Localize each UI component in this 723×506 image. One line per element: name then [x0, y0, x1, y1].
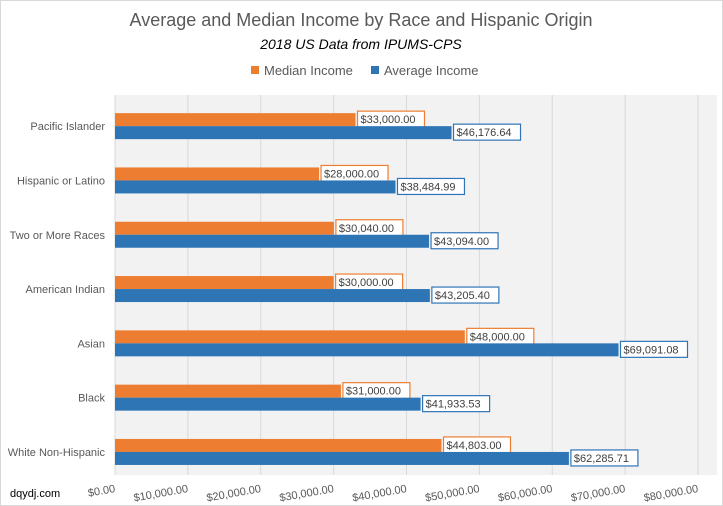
legend-label-median: Median Income: [264, 63, 353, 78]
data-label-box: [421, 395, 491, 413]
x-tick-label: $10,000.00: [133, 483, 189, 504]
category-label: White Non-Hispanic: [8, 447, 106, 459]
legend: Median Income Average Income: [251, 63, 478, 78]
x-tick-label: $30,000.00: [279, 483, 335, 504]
average-income-bar: [115, 343, 619, 357]
category-label: Asian: [77, 338, 105, 350]
data-label-box: [396, 177, 466, 196]
average-income-bar: [115, 451, 569, 465]
category-label: Black: [78, 393, 105, 405]
median-income-bar: [115, 221, 334, 235]
median-income-bar: [115, 438, 442, 452]
legend-swatch-median: [251, 66, 259, 74]
source-label: dqydj.com: [10, 488, 60, 500]
data-label: $44,803.00: [447, 440, 502, 452]
chart-title: Average and Median Income by Race and Hi…: [130, 10, 593, 30]
data-label-box: [430, 232, 499, 250]
data-label: $48,000.00: [470, 331, 525, 343]
x-tick-label: $40,000.00: [351, 483, 407, 504]
category-label: American Indian: [26, 284, 106, 296]
data-label-box: [570, 449, 639, 467]
data-label-box: [452, 123, 522, 141]
legend-label-average: Average Income: [384, 63, 478, 78]
legend-swatch-average: [371, 66, 379, 74]
data-label: $43,094.00: [434, 236, 489, 248]
data-label-box: [431, 286, 500, 304]
category-label: Pacific Islander: [30, 121, 105, 133]
data-label: $43,205.40: [435, 290, 490, 302]
category-label: Hispanic or Latino: [17, 175, 105, 187]
x-tick-label: $80,000.00: [643, 483, 699, 504]
median-income-bar: [115, 167, 320, 181]
data-label: $30,000.00: [339, 277, 394, 289]
average-income-bar: [115, 126, 452, 140]
average-income-bar: [115, 180, 396, 194]
x-tick-label: $70,000.00: [570, 483, 626, 504]
data-label: $33,000.00: [360, 114, 415, 126]
category-label: Two or More Races: [10, 230, 106, 242]
data-label: $38,484.99: [400, 181, 455, 193]
median-income-bar: [115, 384, 341, 398]
average-income-bar: [115, 289, 430, 303]
average-income-bar: [115, 234, 430, 248]
x-tick-label: $20,000.00: [206, 483, 262, 504]
data-label-box: [619, 340, 689, 358]
median-income-bar: [115, 113, 356, 127]
data-label: $30,040.00: [339, 223, 394, 235]
x-tick-label: $60,000.00: [497, 483, 553, 504]
x-tick-label: $50,000.00: [424, 483, 480, 504]
data-label: $28,000.00: [324, 168, 379, 180]
data-label: $69,091.08: [624, 344, 679, 356]
chart-subtitle: 2018 US Data from IPUMS-CPS: [259, 36, 462, 52]
data-label: $46,176.64: [457, 127, 512, 139]
data-label: $31,000.00: [346, 386, 401, 398]
data-label: $62,285.71: [574, 453, 629, 465]
median-income-bar: [115, 276, 334, 290]
average-income-bar: [115, 397, 421, 411]
data-label: $41,933.53: [426, 399, 481, 411]
median-income-bar: [115, 330, 465, 344]
x-tick-label: $0.00: [87, 483, 116, 500]
